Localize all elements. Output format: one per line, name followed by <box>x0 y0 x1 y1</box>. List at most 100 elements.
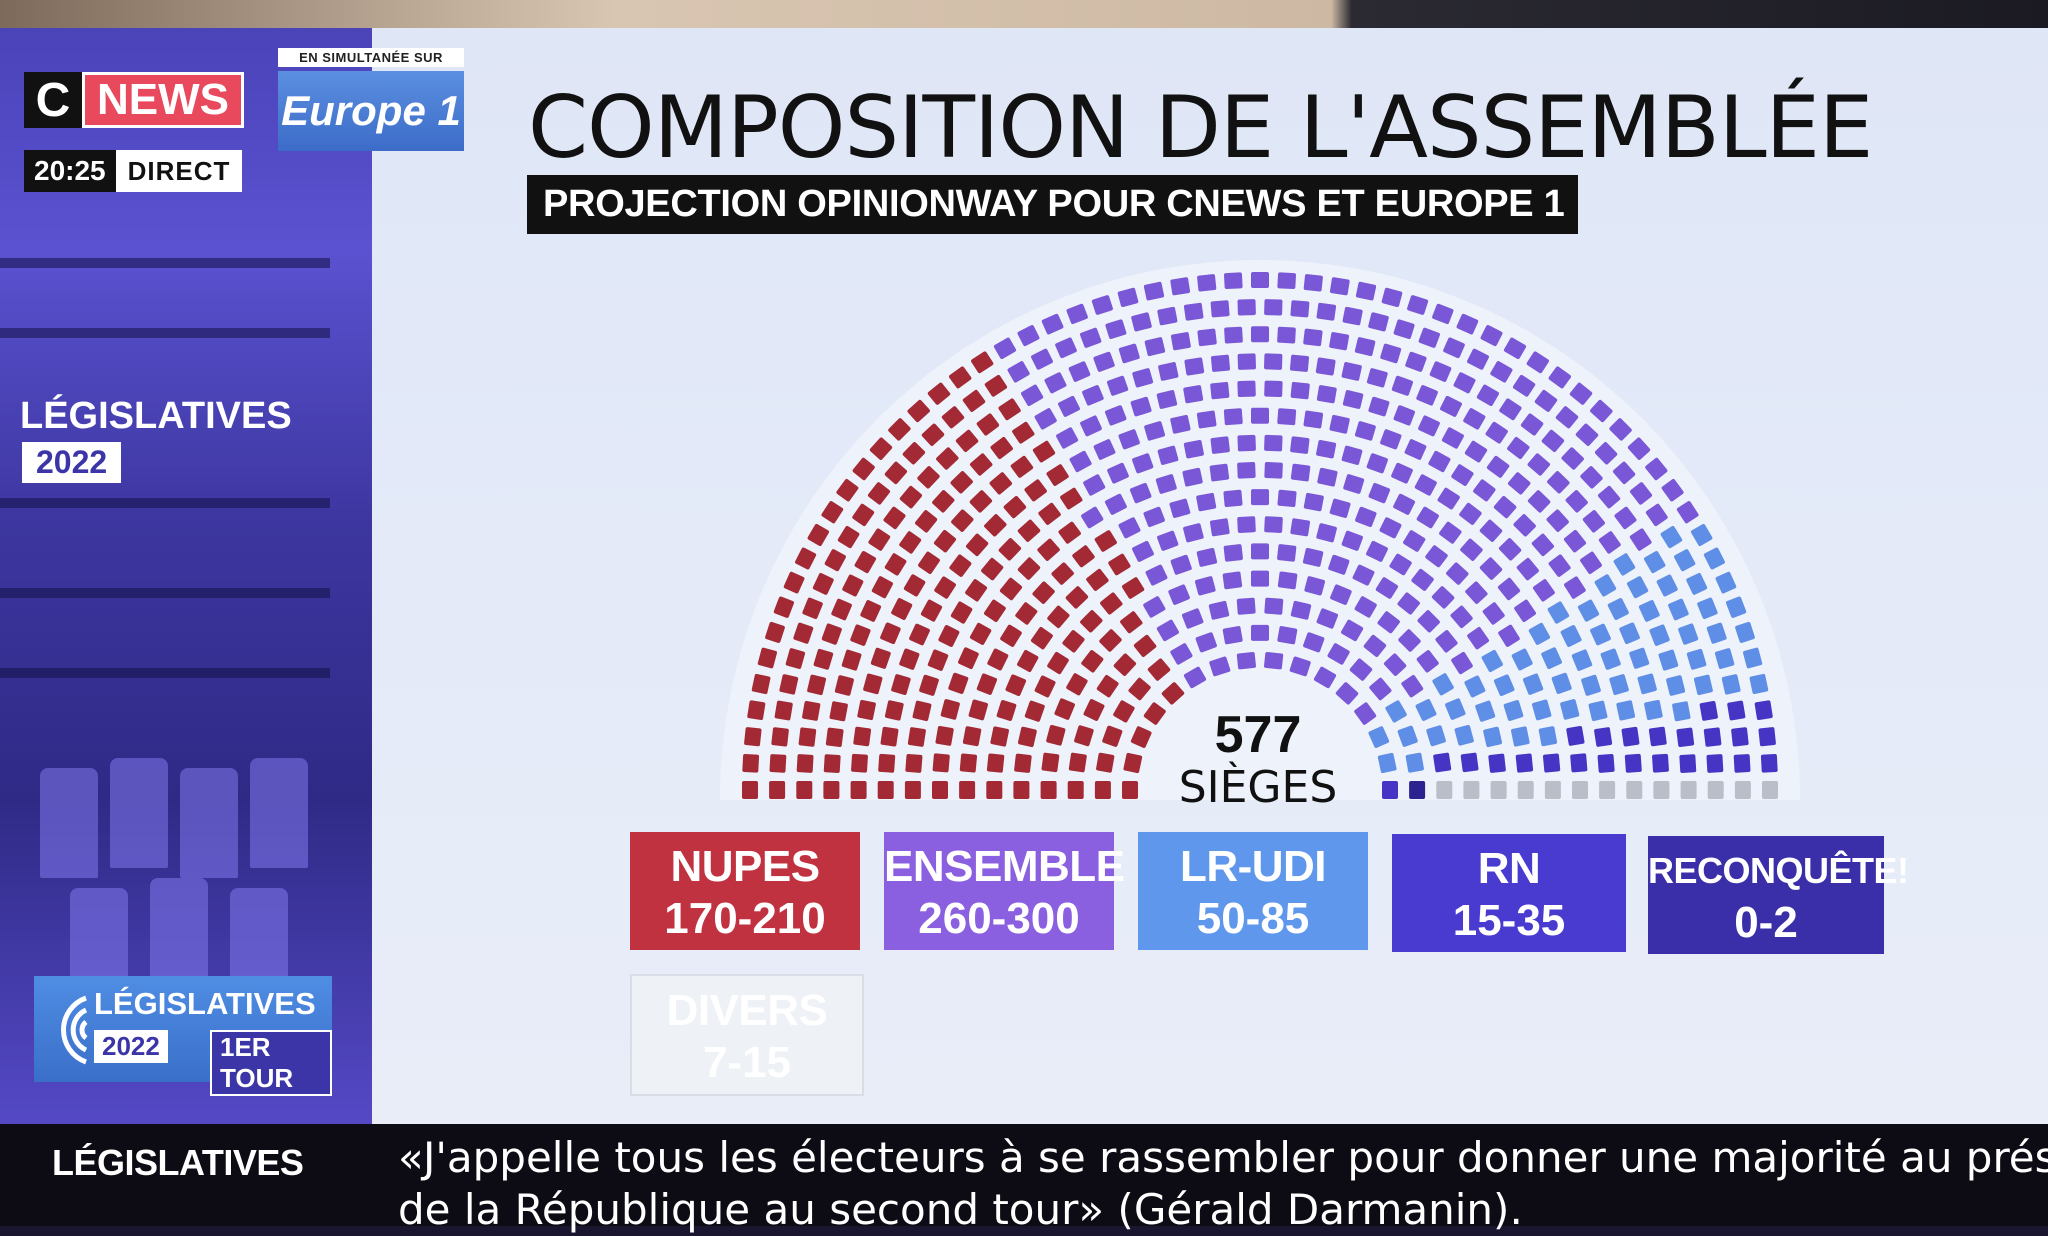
seat <box>1463 408 1486 430</box>
seat <box>1290 436 1310 454</box>
seat <box>1588 700 1608 722</box>
legend-ensemble: ENSEMBLE 260-300 <box>884 832 1125 950</box>
seat <box>1017 325 1040 347</box>
seat <box>1196 492 1217 512</box>
europe1-logo: Europe 1 <box>278 71 464 151</box>
seat <box>1679 754 1697 773</box>
seat <box>1099 629 1122 652</box>
seat <box>1017 649 1039 673</box>
seat <box>1223 489 1243 508</box>
seat <box>934 576 956 599</box>
seat <box>1355 506 1377 528</box>
legend-party-name: LR-UDI <box>1179 842 1327 891</box>
ticker-label: LÉGISLATIVES <box>52 1142 304 1183</box>
seat <box>1264 516 1283 533</box>
seat <box>1483 726 1503 748</box>
seat <box>1754 700 1773 721</box>
seat <box>860 600 882 622</box>
seat <box>1068 361 1091 382</box>
seat <box>773 596 795 618</box>
seat <box>1368 396 1390 417</box>
seat <box>1499 398 1522 421</box>
seat <box>1676 501 1699 524</box>
seat <box>1093 439 1116 460</box>
seat <box>1237 462 1256 479</box>
seat-shape <box>150 878 208 988</box>
seat <box>1451 464 1474 486</box>
first-round-badge-title: LÉGISLATIVES <box>94 986 316 1021</box>
seat <box>1183 439 1204 459</box>
seat <box>1668 598 1689 621</box>
seat <box>1303 274 1323 292</box>
seat <box>1290 381 1310 400</box>
seat <box>976 413 1000 436</box>
first-round-badge-tour: 1ER TOUR <box>210 1030 332 1096</box>
legislatives-badge-title: LÉGISLATIVES <box>20 395 292 437</box>
seat <box>744 727 762 747</box>
seat <box>1432 673 1454 696</box>
live-label: DIRECT <box>115 150 243 192</box>
seat <box>1531 533 1555 557</box>
legend-party-name: ENSEMBLE <box>884 842 1125 891</box>
seat <box>1498 538 1522 561</box>
seat <box>1416 506 1439 529</box>
seat <box>1645 457 1668 481</box>
seat <box>1007 361 1030 383</box>
seat <box>1277 626 1298 645</box>
seat <box>1480 325 1503 347</box>
seat <box>1493 674 1515 696</box>
seat <box>1431 586 1455 609</box>
seat <box>1123 752 1143 774</box>
seat <box>1758 727 1776 747</box>
seat <box>1453 372 1476 394</box>
seat <box>1433 752 1452 773</box>
seat <box>1451 651 1473 675</box>
seat <box>771 727 789 747</box>
seat <box>1083 474 1106 496</box>
seat <box>1094 530 1117 552</box>
seat <box>1197 328 1217 347</box>
seat <box>1564 576 1586 599</box>
tier-row <box>0 258 330 268</box>
seat <box>1143 596 1166 618</box>
seat <box>765 621 785 643</box>
seat <box>1316 385 1337 404</box>
seat <box>984 599 1006 622</box>
seat <box>1598 531 1621 554</box>
seat <box>1599 781 1616 799</box>
seat <box>1251 326 1269 343</box>
seat <box>1066 673 1088 696</box>
seat <box>1511 726 1530 747</box>
seat <box>807 523 829 547</box>
seat <box>1143 506 1165 528</box>
seat-shape <box>40 768 98 878</box>
seat <box>949 554 972 577</box>
seat <box>986 781 1003 799</box>
seat <box>824 549 846 572</box>
seat <box>1511 648 1533 671</box>
seat <box>1503 700 1524 721</box>
seat <box>1393 405 1415 426</box>
seat <box>1032 581 1055 604</box>
seat <box>1516 557 1539 581</box>
seat <box>880 726 899 747</box>
seat <box>1037 538 1060 561</box>
seat <box>1264 380 1283 398</box>
seat <box>829 701 848 722</box>
seat <box>1277 571 1298 590</box>
seat <box>1196 410 1217 429</box>
cnews-logo-c: C <box>24 72 82 128</box>
seat <box>1156 619 1179 642</box>
seat <box>1417 610 1440 633</box>
seat <box>1354 596 1377 618</box>
seat <box>1003 495 1027 519</box>
seat <box>867 482 891 505</box>
seat <box>976 673 998 695</box>
seat <box>1194 576 1216 596</box>
seat <box>981 557 1004 581</box>
seat <box>1329 332 1350 351</box>
seat <box>1607 598 1629 620</box>
seat <box>769 754 787 773</box>
seat <box>1315 357 1336 376</box>
seat <box>958 647 979 670</box>
